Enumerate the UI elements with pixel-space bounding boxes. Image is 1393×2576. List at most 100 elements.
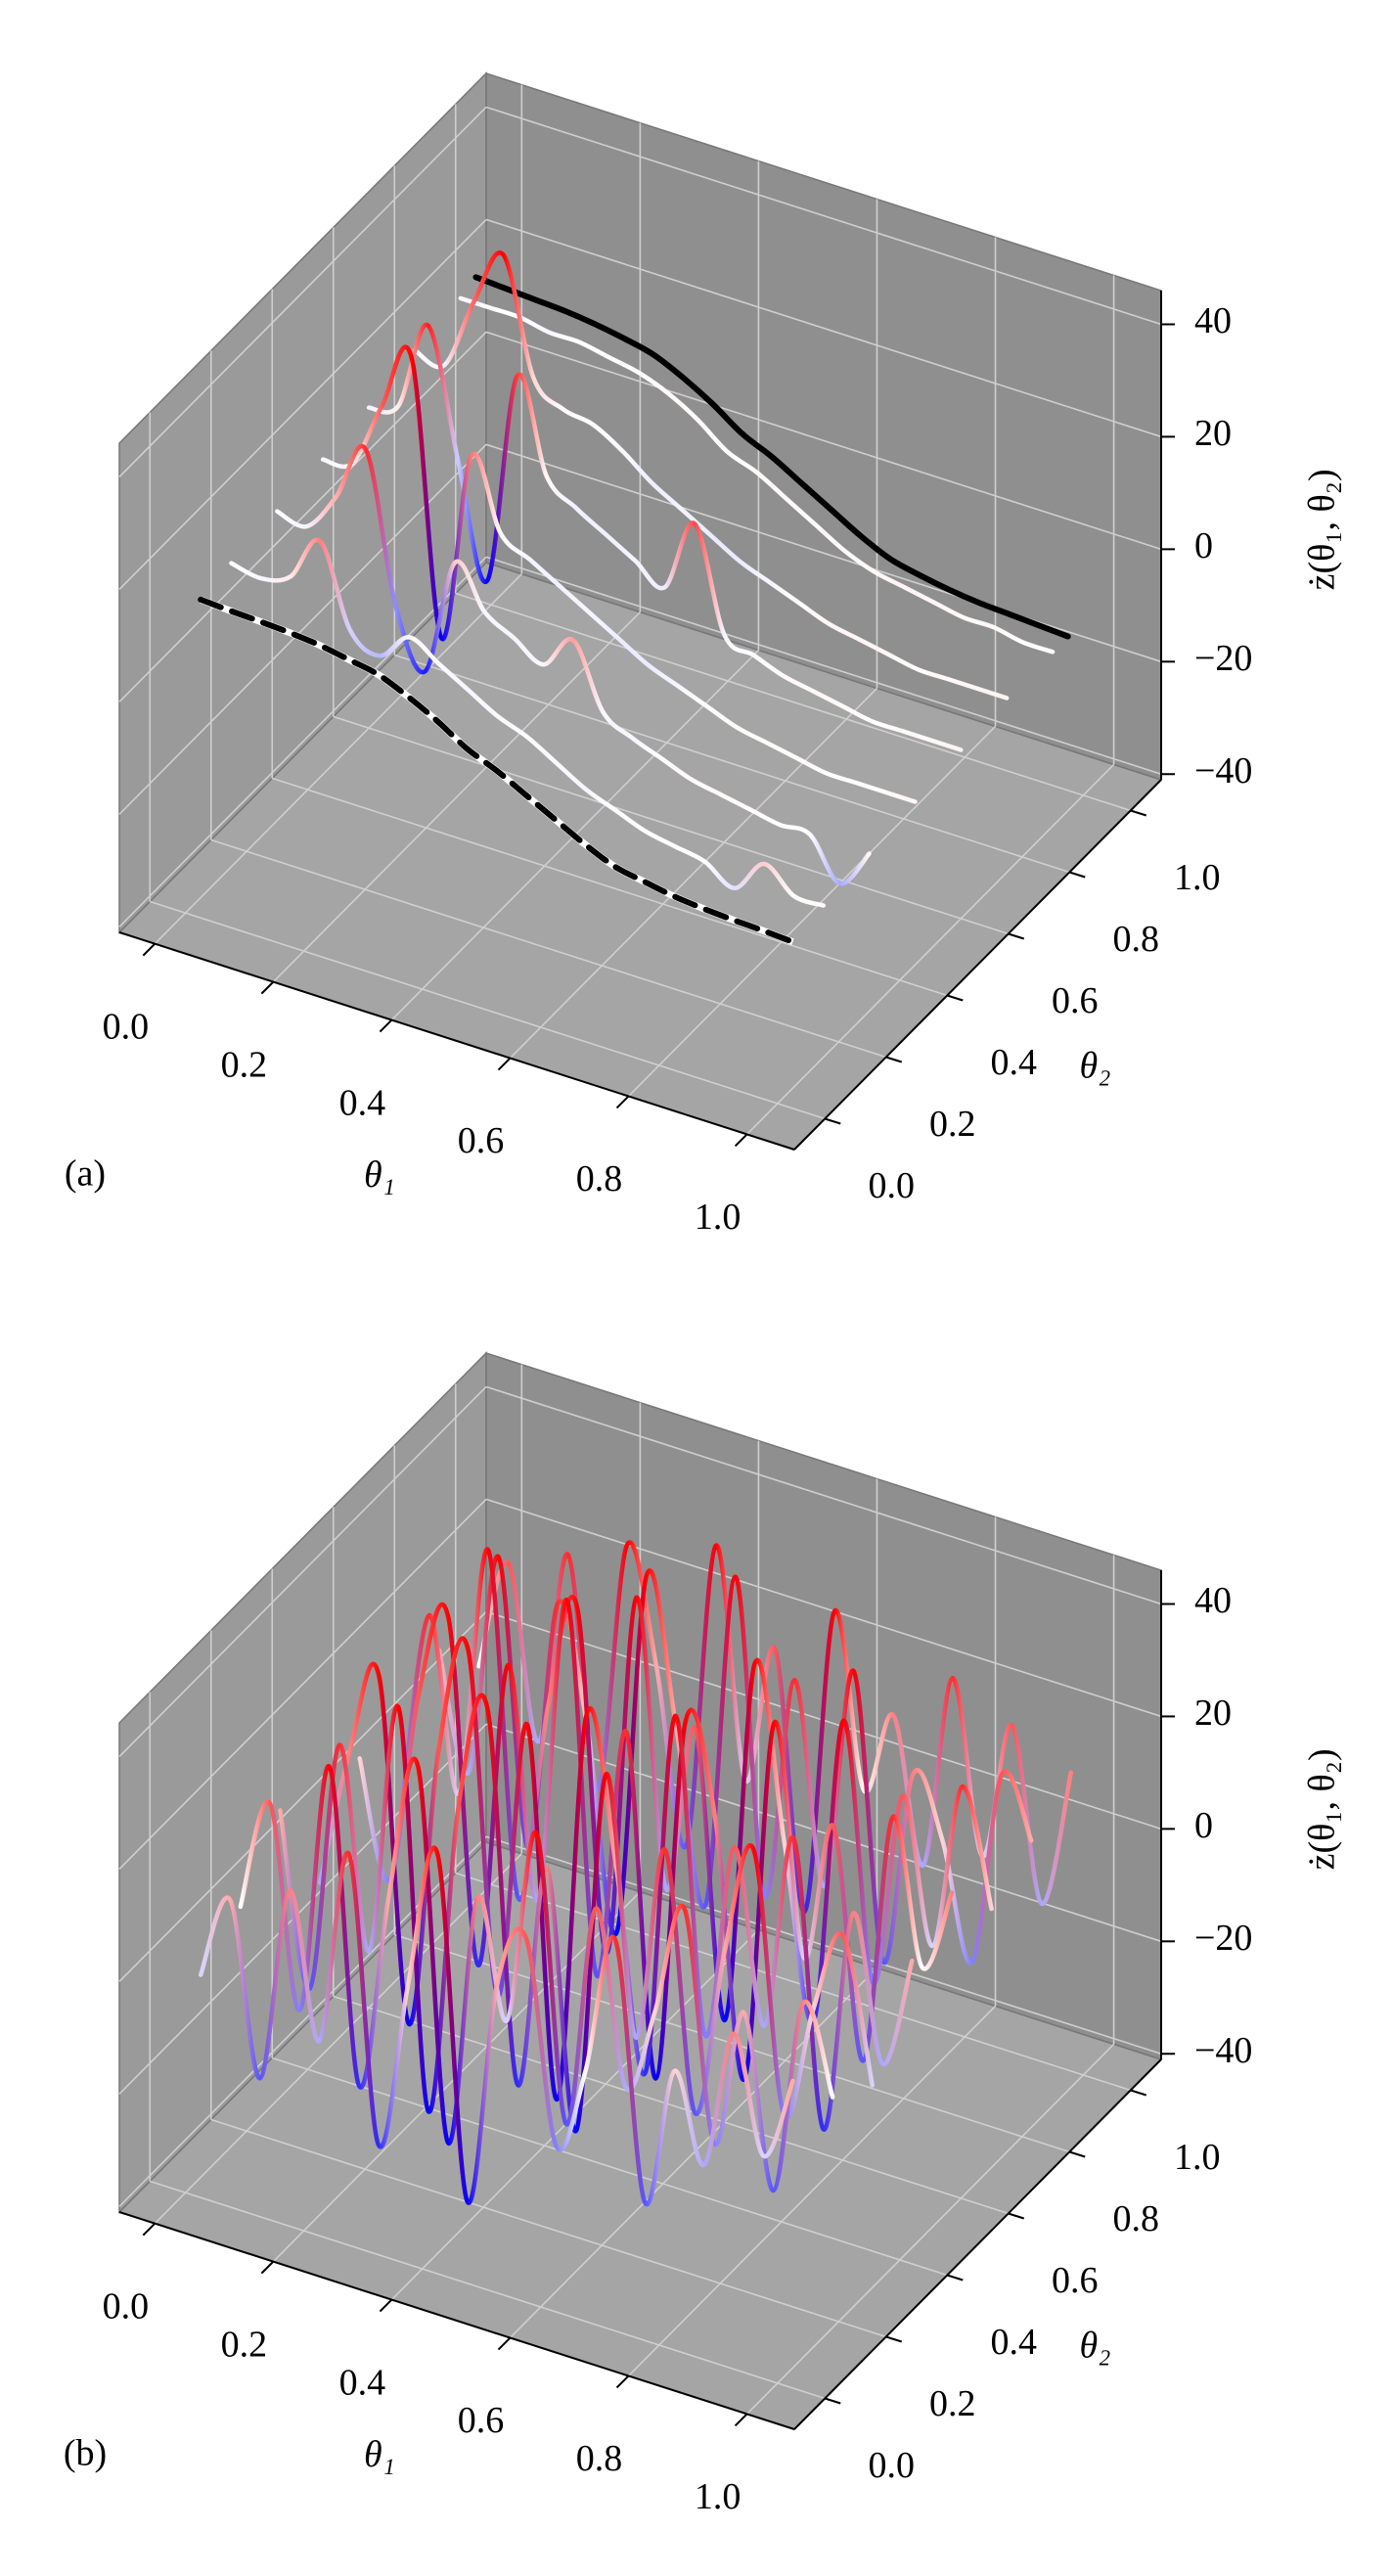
grid-line — [627, 2005, 997, 2377]
tick-mark — [946, 2274, 964, 2282]
grid-line — [272, 611, 641, 983]
grid-line — [485, 1723, 1162, 1943]
y-axis-label: θ₂ — [1080, 2326, 1111, 2367]
grid-line — [485, 556, 1162, 776]
x-tick-label: 0.2 — [221, 2324, 268, 2365]
data-line — [357, 1598, 955, 2082]
z-tick-label: 20 — [1194, 413, 1232, 454]
y-tick-label: 1.0 — [1174, 2137, 1221, 2178]
y-tick-label: 0.4 — [991, 2322, 1038, 2363]
panel: 0.0 0.2 0.4 0.6 0.8 1.0 0.0 0.2 0.4 0.6 0.8 1.0 −40 −… — [64, 1351, 1343, 2517]
x-tick-label: 0.6 — [458, 1120, 505, 1161]
data-line — [278, 1693, 875, 2133]
tick-mark — [260, 2260, 275, 2275]
grid-line — [118, 106, 487, 478]
tick-mark — [1008, 2212, 1025, 2220]
y-tick-label: 0.8 — [1113, 2198, 1160, 2239]
tick-mark — [734, 1133, 748, 1148]
tick-mark — [734, 2413, 748, 2427]
curve — [198, 596, 796, 945]
z-tick-label: −40 — [1194, 750, 1252, 791]
grid-line — [118, 331, 487, 702]
grid-line — [485, 1385, 1162, 1605]
x-tick-label: 0.6 — [458, 2400, 505, 2441]
x-tick-label: 1.0 — [695, 1197, 741, 1238]
grid-line — [118, 1385, 487, 1758]
grid-line — [210, 2118, 886, 2338]
grid-line — [485, 1498, 1162, 1718]
z-tick-label: −20 — [1194, 638, 1252, 679]
grid-line — [333, 715, 1009, 935]
tick-mark — [1068, 871, 1086, 879]
data-line — [458, 295, 1056, 655]
tick-mark — [497, 1057, 512, 1071]
x-tick-label: 0.8 — [576, 1158, 623, 1199]
x-tick-label: 0.0 — [103, 2285, 150, 2327]
grid-line — [485, 218, 1162, 438]
grid-line — [394, 654, 1070, 874]
z-tick-label: 40 — [1194, 300, 1232, 341]
z-tick-label: 0 — [1194, 525, 1213, 566]
x-tick-label: 0.2 — [221, 1044, 268, 1085]
z-tick-label: 40 — [1194, 1580, 1232, 1621]
x-tick-label: 0.4 — [339, 1082, 386, 1123]
tick-mark — [497, 2336, 512, 2351]
data-line — [275, 444, 872, 886]
tick-mark — [142, 2222, 157, 2237]
x-tick-label: 0.4 — [339, 2362, 386, 2403]
tick-mark — [1130, 2089, 1147, 2097]
z-tick-label: 20 — [1194, 1693, 1232, 1734]
grid-line — [746, 763, 1115, 1135]
data-line — [198, 1845, 795, 2207]
grid-line — [485, 331, 1162, 551]
panel-label: (b) — [64, 2433, 107, 2474]
y-axis — [793, 2058, 1162, 2430]
grid-line — [485, 443, 1162, 663]
tick-mark — [1008, 932, 1025, 940]
grid-line — [118, 218, 487, 590]
y-tick-label: 0.6 — [1052, 2260, 1099, 2301]
y-tick-label: 1.0 — [1174, 857, 1221, 898]
y-tick-label: 0.8 — [1113, 919, 1160, 960]
grid-line — [118, 556, 487, 927]
tick-mark — [946, 994, 964, 1002]
grid-line — [455, 1872, 1131, 2092]
x-tick-label: 0.0 — [103, 1006, 150, 1047]
y-axis — [793, 779, 1162, 1151]
x-tick-label: 0.8 — [576, 2438, 623, 2479]
grid-line — [118, 1723, 487, 2095]
y-tick-label: 0.4 — [991, 1042, 1038, 1083]
grid-line — [150, 2180, 826, 2400]
curve — [472, 274, 1071, 640]
z-axis-label: ż(θ₁, θ₂) — [1302, 469, 1343, 590]
tick-mark — [1068, 2150, 1086, 2158]
z-tick-label: 0 — [1194, 1805, 1213, 1846]
grid-line — [455, 592, 1131, 812]
z-tick-label: −20 — [1194, 1918, 1252, 1959]
y-tick-label: 0.0 — [869, 1165, 916, 1206]
x-axis-label: θ₁ — [364, 1154, 395, 1196]
x-axis — [118, 2211, 795, 2430]
grid-line — [154, 1853, 522, 2225]
data-line — [366, 322, 964, 752]
grid-line — [154, 573, 522, 945]
tick-mark — [885, 1056, 903, 1063]
x-axis-label: θ₁ — [364, 2434, 395, 2475]
tick-mark — [824, 1117, 841, 1125]
grid-line — [746, 2043, 1115, 2415]
tick-mark — [260, 980, 275, 995]
z-axis-label: ż(θ₁, θ₂) — [1302, 1748, 1343, 1870]
grid-line — [485, 106, 1162, 326]
data-line — [229, 537, 826, 908]
x-axis — [118, 931, 795, 1151]
tick-mark — [379, 2298, 393, 2313]
y-tick-label: 0.0 — [869, 2445, 916, 2486]
grid-line — [210, 838, 886, 1059]
grid-line — [509, 687, 878, 1060]
y-tick-label: 0.2 — [929, 1104, 976, 1145]
tick-mark — [1130, 809, 1147, 817]
tick-mark — [615, 1095, 630, 1109]
grid-line — [333, 1995, 1009, 2215]
grid-line — [272, 2056, 948, 2277]
